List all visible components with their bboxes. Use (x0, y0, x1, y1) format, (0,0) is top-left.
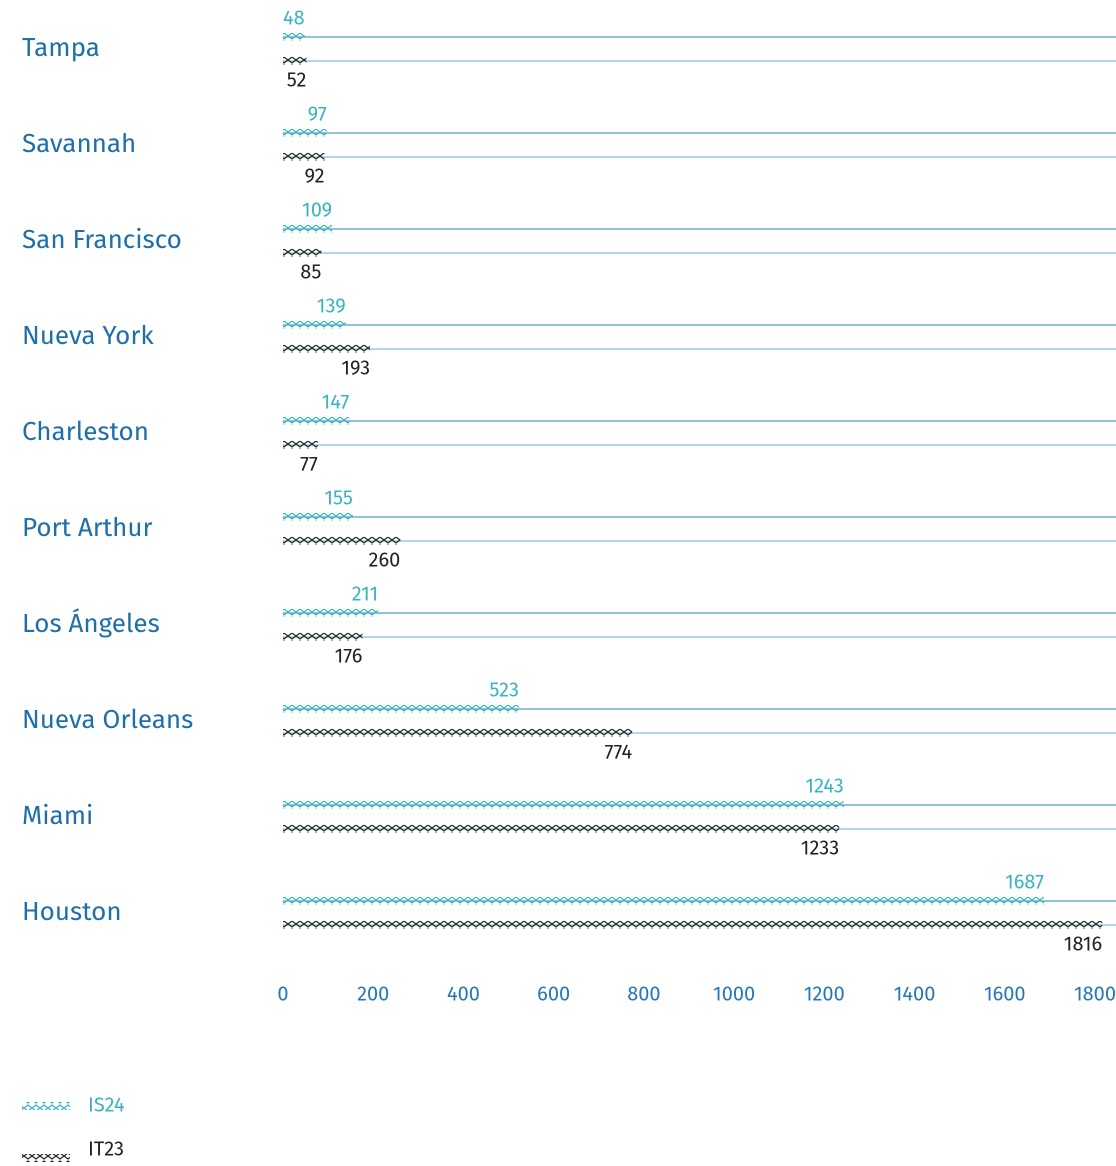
bar (283, 513, 353, 521)
bar (283, 633, 363, 641)
value-label: 85 (300, 260, 321, 284)
value-label: 523 (489, 678, 519, 702)
value-label: 52 (287, 68, 307, 92)
value-label: 1233 (801, 836, 839, 860)
bar (283, 609, 379, 617)
category-label: Savannah (22, 128, 136, 159)
bar (283, 33, 305, 41)
category-label: Charleston (22, 416, 149, 447)
x-tick-label: 1200 (804, 982, 845, 1006)
bar (283, 321, 346, 329)
bar (283, 417, 350, 425)
category-label: Tampa (22, 32, 100, 63)
legend-swatch (22, 1154, 70, 1162)
value-label: 92 (305, 164, 325, 188)
bar (283, 441, 318, 449)
bar (283, 225, 333, 233)
bar (283, 921, 1103, 929)
value-label: 109 (302, 198, 332, 222)
value-label: 193 (341, 356, 370, 380)
bar (283, 537, 401, 545)
bar (283, 705, 519, 713)
bar (283, 57, 307, 65)
x-tick-label: 1400 (894, 982, 936, 1006)
value-label: 155 (324, 486, 353, 510)
legend-swatch (22, 1102, 70, 1110)
category-label: Nueva York (22, 320, 154, 351)
legend-label: IS24 (88, 1093, 125, 1117)
value-label: 77 (300, 452, 318, 476)
category-label: San Francisco (22, 224, 182, 255)
x-tick-label: 600 (537, 982, 570, 1006)
value-label: 1687 (1005, 870, 1044, 894)
category-label: Port Arthur (22, 512, 153, 543)
x-tick-label: 1600 (984, 982, 1026, 1006)
value-label: 774 (605, 740, 633, 764)
x-tick-label: 400 (447, 982, 480, 1006)
value-label: 176 (335, 644, 363, 668)
bar (283, 825, 840, 833)
value-label: 48 (283, 6, 305, 30)
category-label: Houston (22, 896, 122, 927)
value-label: 97 (308, 102, 327, 126)
x-tick-label: 200 (357, 982, 389, 1006)
category-label: Miami (22, 800, 93, 831)
bar (283, 153, 325, 161)
x-tick-label: 1000 (713, 982, 755, 1006)
bar (283, 729, 633, 737)
category-label: Nueva Orleans (22, 704, 193, 735)
value-label: 1816 (1064, 932, 1102, 956)
x-tick-label: 1800 (1074, 982, 1116, 1006)
bar (283, 897, 1045, 905)
category-label: Los Ángeles (22, 608, 160, 639)
value-label: 260 (369, 548, 401, 572)
value-label: 147 (322, 390, 350, 414)
bar (283, 801, 844, 809)
bar (283, 249, 322, 257)
bar (283, 345, 371, 353)
bar (283, 129, 327, 137)
value-label: 139 (317, 294, 346, 318)
value-label: 1243 (805, 774, 843, 798)
legend-label: IT23 (88, 1137, 124, 1161)
x-tick-label: 0 (277, 982, 288, 1006)
value-label: 211 (352, 582, 378, 606)
x-tick-label: 800 (627, 982, 660, 1006)
